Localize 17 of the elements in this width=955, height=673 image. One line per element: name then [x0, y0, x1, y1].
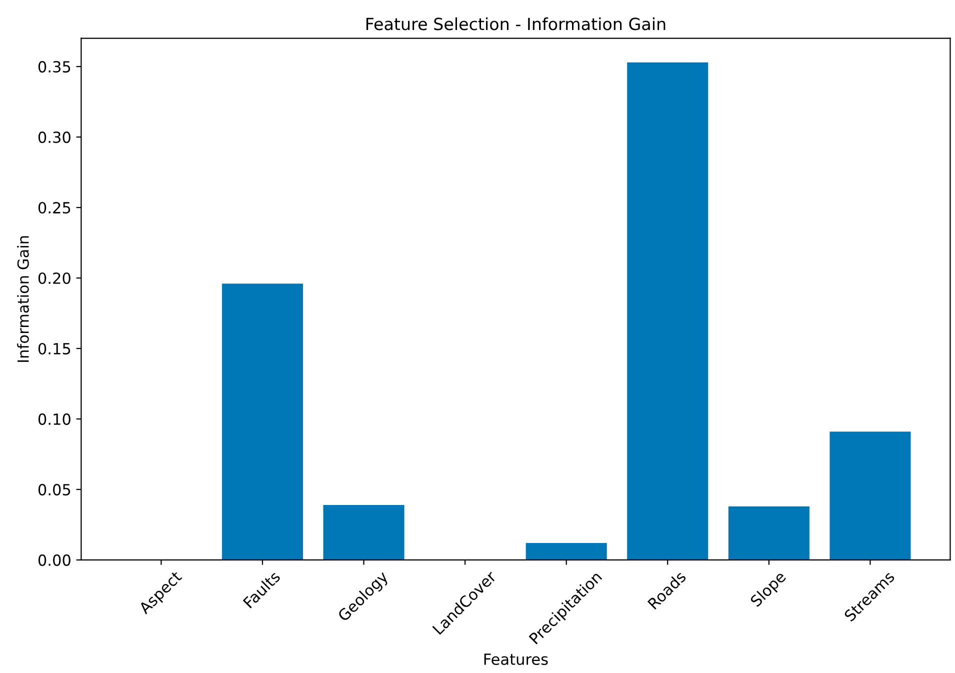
y-tick-label: 0.20: [38, 272, 70, 284]
y-tick-label: 0.25: [38, 202, 70, 214]
bar: [222, 284, 303, 560]
bar: [323, 504, 404, 560]
y-tick-label: 0.00: [38, 554, 70, 566]
x-axis-title: Features: [484, 654, 548, 666]
bar: [627, 62, 708, 560]
y-tick-label: 0.30: [38, 132, 70, 144]
y-tick-label: 0.15: [38, 342, 70, 355]
y-tick-label: 0.05: [38, 484, 70, 496]
bar: [526, 543, 607, 560]
y-axis-title: Information Gain: [17, 236, 29, 362]
y-tick-label: 0.10: [38, 413, 70, 425]
chart-title: Feature Selection - Information Gain: [366, 17, 666, 30]
bar: [728, 506, 810, 560]
bar: [830, 432, 911, 560]
y-tick-label: 0.35: [38, 61, 70, 73]
